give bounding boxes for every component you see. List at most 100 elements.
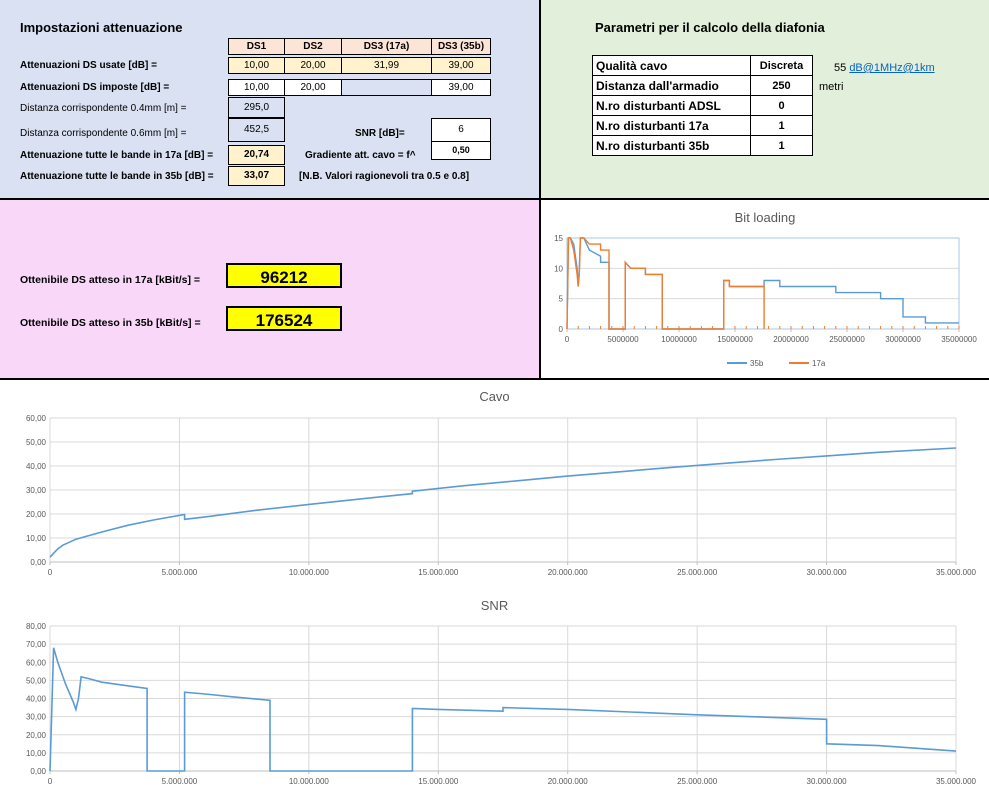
zero-marker xyxy=(947,326,949,329)
x-tick-label: 15.000.000 xyxy=(418,568,459,577)
x-tick-label: 20.000.000 xyxy=(548,777,589,786)
series-line-main xyxy=(49,447,957,558)
zero-marker xyxy=(712,326,714,329)
row-adsl: N.ro disturbanti ADSL 0 xyxy=(592,95,813,116)
cavo-panel: Cavo 0,00 10,00 20,00 30,00 40,00 50,00 60,00 0… xyxy=(0,380,989,590)
zero-marker xyxy=(835,326,837,329)
y-tick-label: 20,00 xyxy=(26,510,47,519)
y-tick-label: 10 xyxy=(554,264,563,273)
dist17a-label: N.ro disturbanti 17a xyxy=(592,115,751,136)
zero-marker xyxy=(633,326,635,329)
x-tick-label: 10.000.000 xyxy=(289,777,330,786)
adsl-label: N.ro disturbanti ADSL xyxy=(592,95,751,116)
bit-loading-panel: Bit loading 0 5 10 15 0 5000000 10000000 150000… xyxy=(541,200,989,380)
zero-marker xyxy=(846,326,848,329)
y-tick-label: 10,00 xyxy=(26,534,47,543)
x-tick-label: 5000000 xyxy=(607,335,639,344)
y-tick-label: 5 xyxy=(559,295,564,304)
zero-marker xyxy=(779,326,781,329)
zero-marker xyxy=(936,326,938,329)
x-tick-label: 35.000.000 xyxy=(936,777,977,786)
imposed-ds2-cell[interactable]: 20,00 xyxy=(284,79,342,96)
used-ds3-35b-cell[interactable]: 39,00 xyxy=(431,57,491,74)
zero-marker xyxy=(958,326,960,329)
snr-input[interactable]: 6 xyxy=(431,118,491,142)
snr-panel: SNR 0,00 10,00 20,00 30,00 40,00 50,00 60,00 70… xyxy=(0,590,989,800)
header-ds1: DS1 xyxy=(228,38,285,55)
zero-marker xyxy=(756,326,758,329)
y-tick-label: 80,00 xyxy=(26,622,47,631)
imposed-ds1-cell[interactable]: 10,00 xyxy=(228,79,285,96)
y-tick-label: 60,00 xyxy=(26,658,47,667)
dist17a-input[interactable]: 1 xyxy=(750,115,813,136)
dist06-value: 452,5 xyxy=(228,118,285,142)
zero-marker xyxy=(611,326,613,329)
y-tick-label: 10,00 xyxy=(26,749,47,758)
y-tick-label: 30,00 xyxy=(26,486,47,495)
y-tick-label: 60,00 xyxy=(26,414,47,423)
x-tick-label: 25000000 xyxy=(829,335,865,344)
series-line-17a xyxy=(566,237,765,330)
x-tick-label: 20.000.000 xyxy=(548,568,589,577)
dist35b-input[interactable]: 1 xyxy=(750,135,813,156)
crosstalk-table: Qualità cavo Discreta Distanza dall'arma… xyxy=(592,55,813,156)
zero-marker xyxy=(812,326,814,329)
zero-marker xyxy=(824,326,826,329)
zero-marker xyxy=(600,326,602,329)
header-ds3-17a: DS3 (17a) xyxy=(341,38,432,55)
zero-marker xyxy=(801,326,803,329)
used-ds1-cell[interactable]: 10,00 xyxy=(228,57,285,74)
y-tick-label: 50,00 xyxy=(26,676,47,685)
zero-marker xyxy=(902,326,904,329)
quality-select[interactable]: Discreta xyxy=(750,55,813,76)
all17-value: 20,74 xyxy=(228,145,285,165)
quality-unit-link[interactable]: dB@1MHz@1km xyxy=(849,62,935,74)
x-tick-label: 0 xyxy=(565,335,570,344)
y-tick-label: 50,00 xyxy=(26,438,47,447)
quality-num: 55 xyxy=(834,62,847,74)
results-panel: Ottenibile DS atteso in 17a [kBit/s] = 9… xyxy=(0,200,541,380)
x-tick-label: 10000000 xyxy=(661,335,697,344)
ds35-label: Ottenibile DS atteso in 35b [kBit/s] = xyxy=(20,317,201,329)
gradient-label: Gradiente att. cavo = f^ xyxy=(305,150,416,161)
legend-label: 35b xyxy=(750,359,764,368)
x-tick-label: 5.000.000 xyxy=(162,568,198,577)
x-tick-label: 5.000.000 xyxy=(162,777,198,786)
gradient-input[interactable]: 0,50 xyxy=(431,141,491,160)
zero-marker xyxy=(857,326,859,329)
x-tick-label: 30.000.000 xyxy=(807,568,848,577)
attenuation-panel: Impostazioni attenuazione DS1 DS2 DS3 (1… xyxy=(0,0,541,200)
cavo-title: Cavo xyxy=(479,389,510,404)
zero-marker xyxy=(656,326,658,329)
imposed-ds3-35b-cell[interactable]: 39,00 xyxy=(431,79,491,96)
y-tick-label: 20,00 xyxy=(26,731,47,740)
x-tick-label: 15000000 xyxy=(717,335,753,344)
header-ds2: DS2 xyxy=(284,38,342,55)
x-tick-label: 15.000.000 xyxy=(418,777,459,786)
all35-value: 33,07 xyxy=(228,166,285,186)
plot-frame xyxy=(566,237,960,330)
dist06-label: Distanza corrispondente 0.6mm [m] = xyxy=(20,128,187,139)
row-quality: Qualità cavo Discreta xyxy=(592,55,813,76)
snr-label: SNR [dB]= xyxy=(355,128,405,139)
zero-marker xyxy=(678,326,680,329)
used-ds2-cell[interactable]: 20,00 xyxy=(284,57,342,74)
x-tick-label: 25.000.000 xyxy=(677,568,718,577)
y-tick-label: 40,00 xyxy=(26,695,47,704)
y-tick-label: 30,00 xyxy=(26,713,47,722)
x-tick-label: 0 xyxy=(48,777,53,786)
row-17a: N.ro disturbanti 17a 1 xyxy=(592,115,813,136)
snr-chart: 0,00 10,00 20,00 30,00 40,00 50,00 60,00 70,00 8… xyxy=(26,622,977,786)
x-tick-label: 20000000 xyxy=(773,335,809,344)
zero-marker xyxy=(868,326,870,329)
zero-marker xyxy=(622,326,624,329)
x-tick-label: 30000000 xyxy=(885,335,921,344)
ds17-value: 96212 xyxy=(226,263,342,288)
x-tick-label: 35.000.000 xyxy=(936,568,977,577)
y-tick-label: 40,00 xyxy=(26,462,47,471)
imposed-ds3-17a-cell[interactable] xyxy=(341,79,432,96)
adsl-input[interactable]: 0 xyxy=(750,95,813,116)
used-ds3-17a-cell[interactable]: 31,99 xyxy=(341,57,432,74)
x-tick-label: 25.000.000 xyxy=(677,777,718,786)
distance-input[interactable]: 250 xyxy=(750,75,813,96)
